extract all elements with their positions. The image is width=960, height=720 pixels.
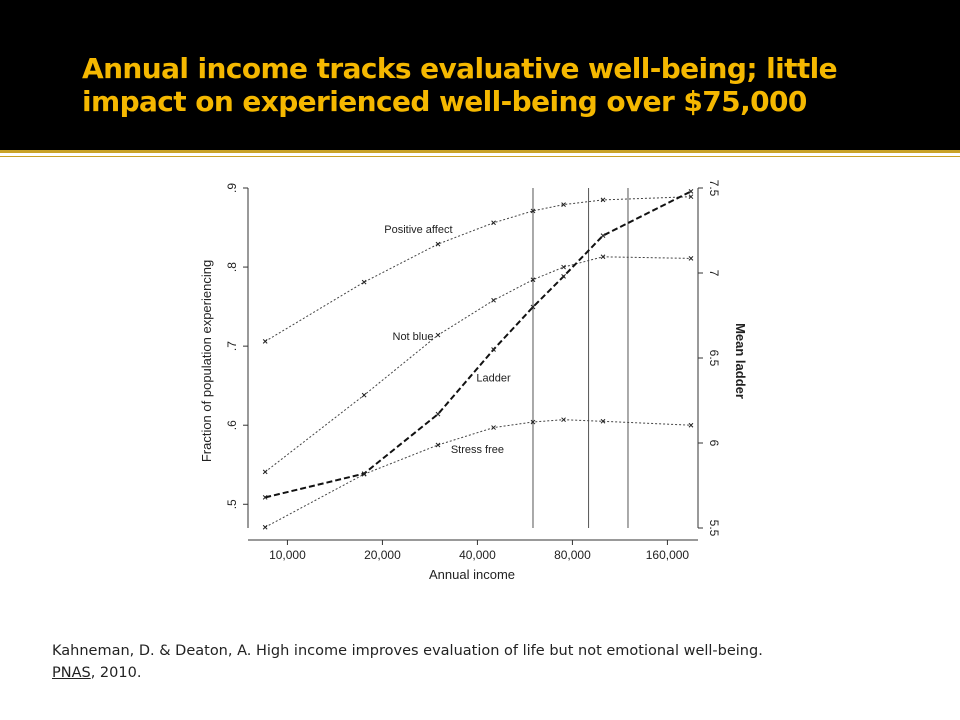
income-threshold-lines [532,188,629,528]
y-right-tick-label: 7 [707,270,721,277]
data-point [361,279,367,285]
y-left-tick-label: .8 [225,262,239,272]
data-point [262,495,268,500]
journal-link[interactable]: PNAS [52,665,91,681]
x-tick-label: 160,000 [646,548,690,562]
data-point [561,274,566,279]
y-axis-left-title: Fraction of population experiencing [199,260,214,462]
y-left-tick-label: .9 [225,183,239,193]
y-axis-right-title: Mean ladder [733,323,748,399]
data-point [688,189,694,194]
data-point [435,442,441,448]
data-point [361,471,367,476]
accent-rule [0,150,960,153]
data-point [491,347,496,352]
series-line-3 [264,190,692,499]
series-label-1: Not blue [393,331,434,343]
y-left-tick-label: .6 [225,420,239,430]
x-tick-label: 40,000 [459,548,496,562]
series-line-2 [264,419,692,528]
data-point [530,419,536,425]
citation-year: , 2010. [90,665,142,681]
data-point [561,264,566,270]
y-left-tick-label: .5 [225,499,239,509]
data-point [435,411,441,417]
income-wellbeing-chart: .5 .6 .7 .8 .9 5.5 6 6.5 7 7.5 10,000 20,000 40,000 8… [199,180,748,582]
chart-axes: .5 .6 .7 .8 .9 5.5 6 6.5 7 7.5 10,000 20,000 40,000 8… [225,180,721,562]
data-point [262,469,268,475]
data-point [530,208,536,214]
citation: Kahneman, D. & Deaton, A. High income im… [52,640,932,684]
y-right-tick-label: 7.5 [707,180,721,197]
x-tick-label: 80,000 [554,548,591,562]
series-label-3: Stress free [451,444,504,456]
data-point [600,418,606,424]
series-group [262,189,694,530]
citation-text: Kahneman, D. & Deaton, A. High income im… [52,643,763,659]
data-point [688,256,694,261]
data-point [688,194,694,200]
data-point [262,339,268,344]
data-point [361,392,367,398]
slide-title: Annual income tracks evaluative well-bei… [82,52,838,118]
data-point [530,304,536,310]
accent-rule-thin [0,156,960,157]
data-point [491,297,496,303]
data-point [561,417,566,423]
series-labels: Positive affect Not blue Ladder Stress free [384,224,511,456]
data-point [600,197,606,203]
y-right-tick-label: 6 [707,440,721,447]
data-point [435,241,441,247]
data-point [491,425,496,430]
series-line-0 [264,196,692,342]
y-right-tick-label: 6.5 [707,350,721,367]
data-point [435,332,441,338]
x-tick-label: 10,000 [269,548,306,562]
title-band: Annual income tracks evaluative well-bei… [0,0,960,157]
data-point [688,422,694,428]
series-label-2: Ladder [476,373,511,385]
data-point [491,220,496,226]
data-point [600,233,606,238]
data-point [600,254,606,260]
data-point [262,524,268,530]
x-axis-title: Annual income [429,567,515,582]
y-left-tick-label: .7 [225,341,239,351]
series-line-1 [264,256,692,473]
y-right-tick-label: 5.5 [707,520,721,537]
data-point [561,202,566,207]
data-point [530,277,536,283]
x-tick-label: 20,000 [364,548,401,562]
series-label-0: Positive affect [384,224,452,236]
